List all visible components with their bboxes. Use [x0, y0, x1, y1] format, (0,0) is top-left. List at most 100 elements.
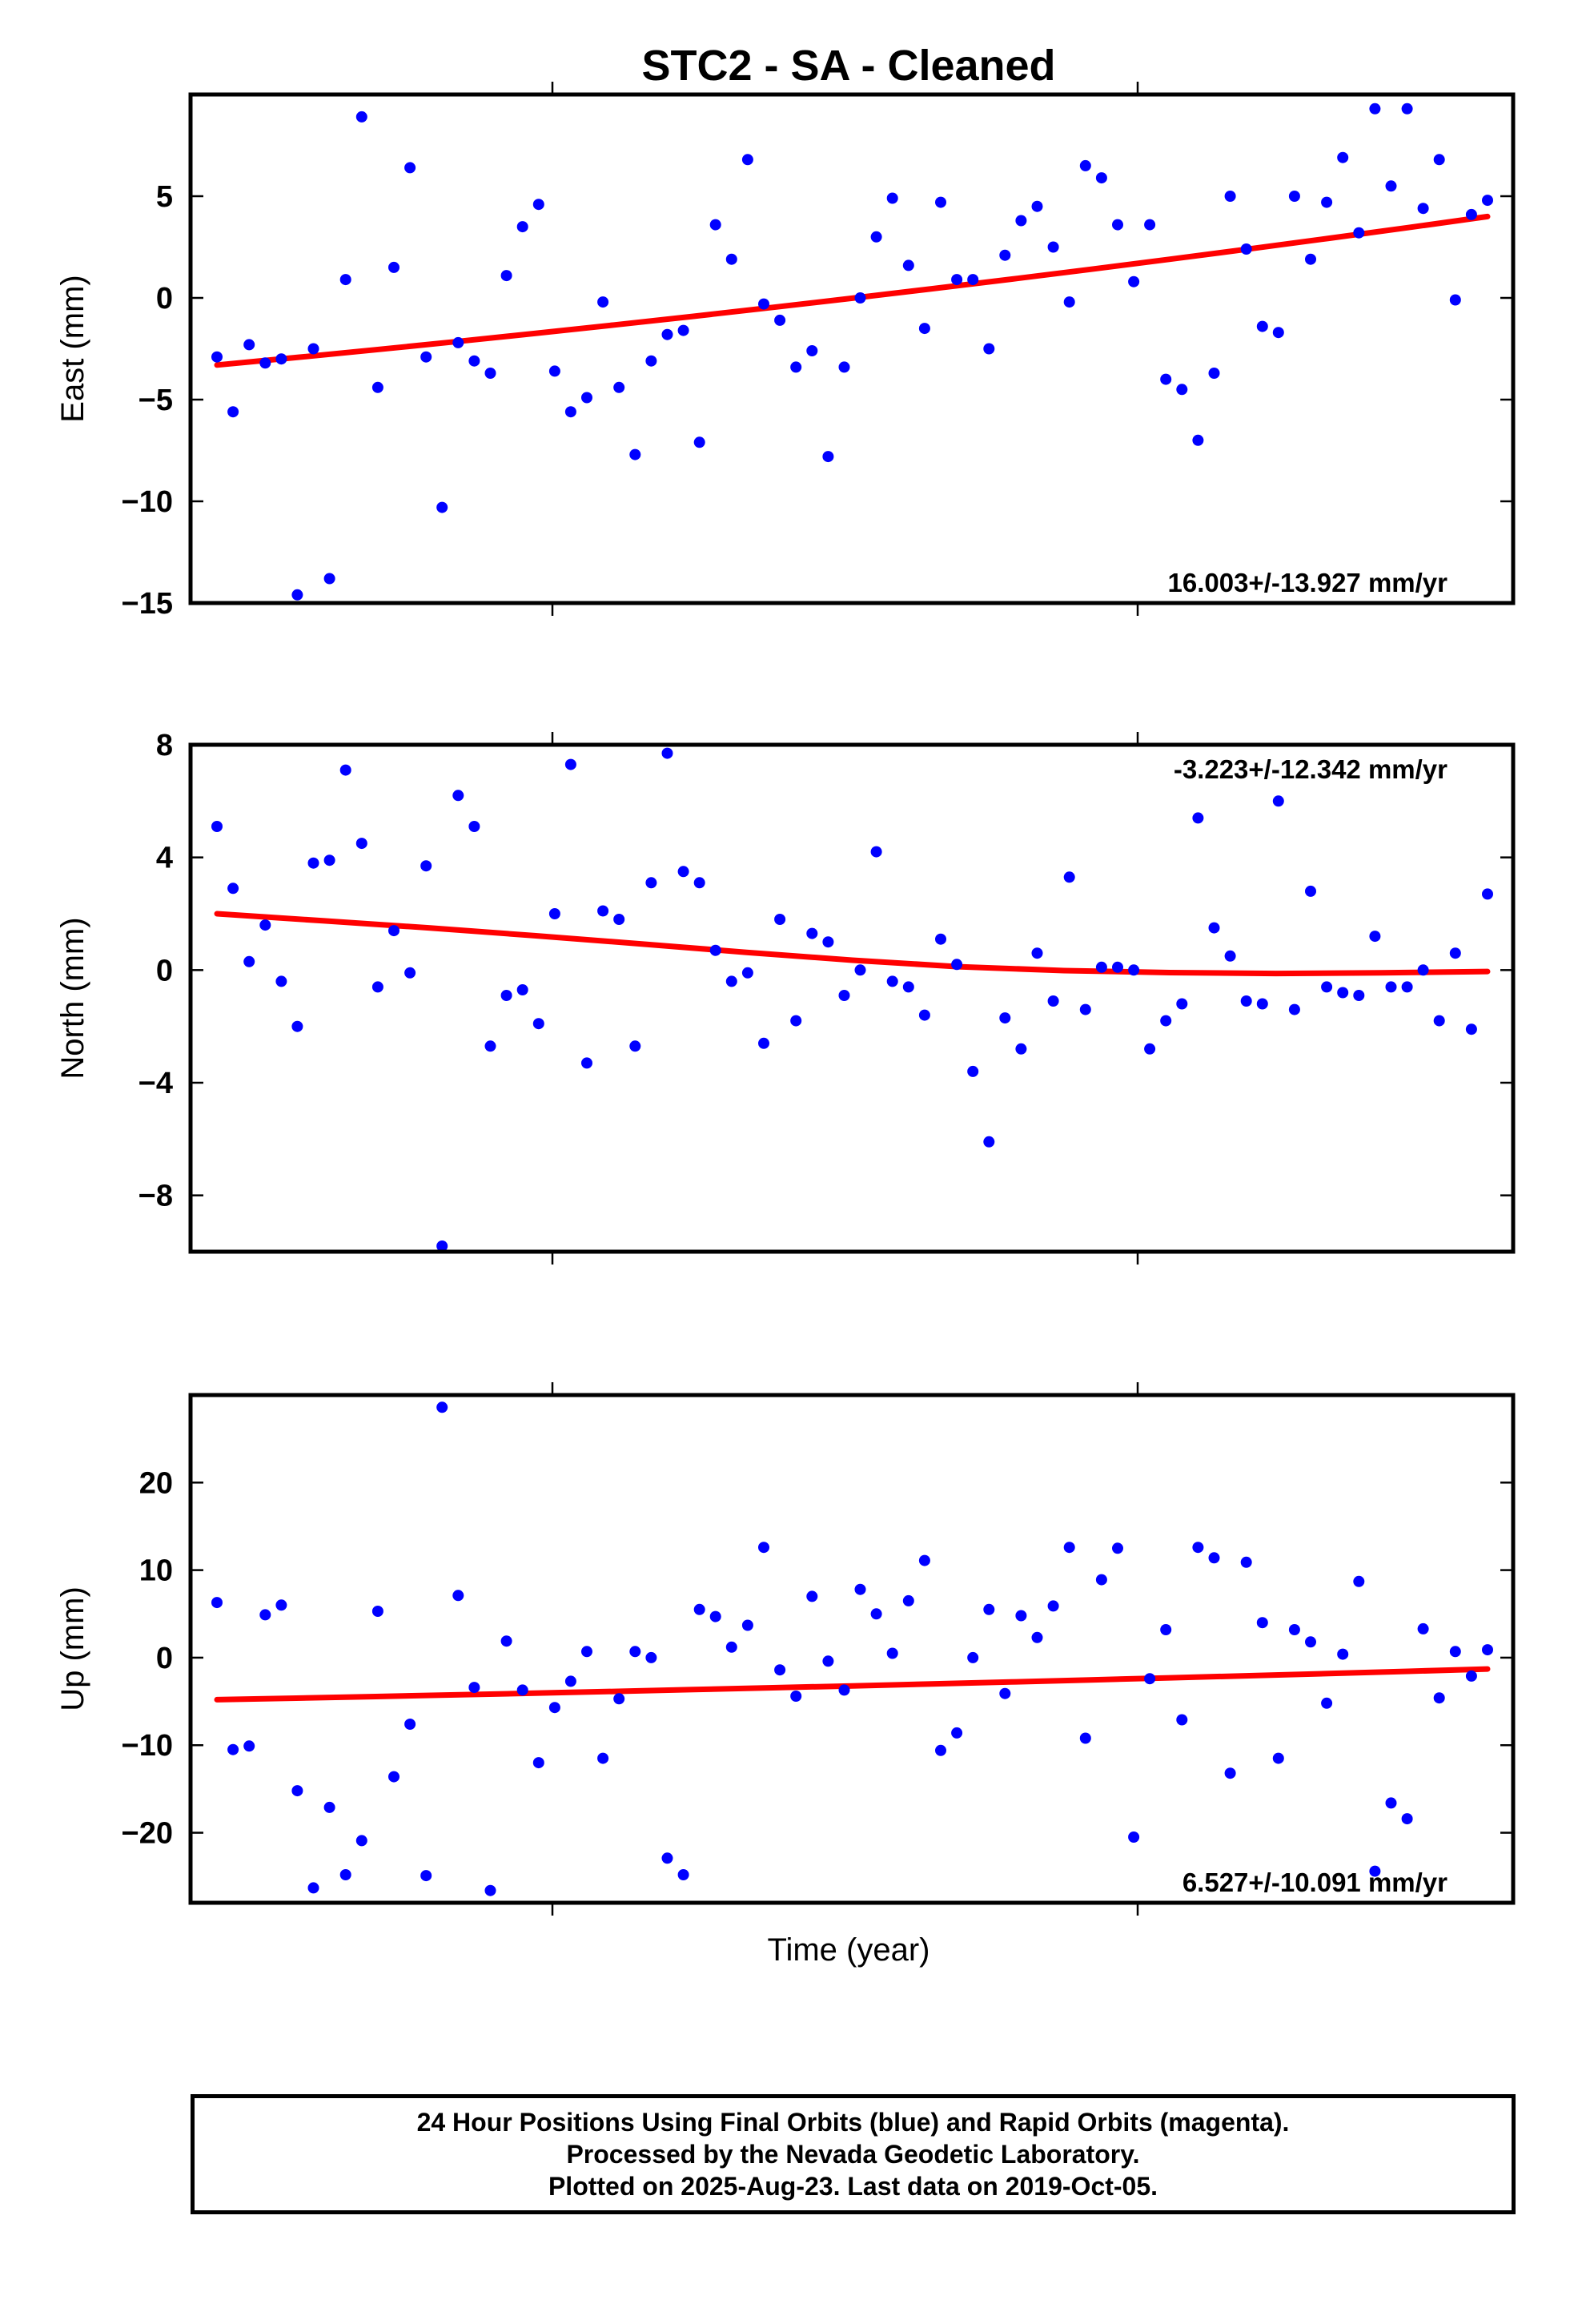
trend-line-east — [214, 213, 1491, 368]
data-point-east — [1321, 196, 1333, 208]
data-point-north — [1288, 1003, 1300, 1015]
y-tick-label-up-4: 20 — [139, 1466, 173, 1500]
data-point-east — [693, 436, 705, 448]
data-point-up — [758, 1542, 769, 1554]
y-tick-label-north-0: −8 — [139, 1180, 173, 1213]
data-point-north — [935, 933, 946, 945]
y-tick-label-up-3: 10 — [139, 1554, 173, 1588]
data-point-east — [307, 343, 319, 355]
data-point-up — [838, 1684, 850, 1696]
data-point-east — [1465, 208, 1477, 220]
data-point-east — [500, 270, 512, 282]
data-point-east — [516, 221, 528, 233]
data-point-north — [1337, 987, 1349, 999]
data-point-east — [452, 336, 464, 348]
data-point-up — [1369, 1865, 1381, 1877]
data-point-up — [967, 1651, 979, 1663]
data-point-up — [436, 1401, 448, 1413]
data-point-east — [758, 298, 769, 310]
data-point-north — [1224, 950, 1236, 962]
data-point-east — [1385, 180, 1397, 192]
info-line-3: Plotted on 2025-Aug-23. Last data on 201… — [548, 2172, 1158, 2201]
data-point-east — [259, 357, 271, 369]
data-point-east — [1482, 195, 1493, 207]
data-point-up — [516, 1684, 528, 1696]
plot-frame-north — [188, 742, 1516, 1254]
data-point-north — [1433, 1015, 1445, 1027]
data-point-up — [404, 1719, 416, 1730]
data-point-east — [323, 573, 335, 585]
data-point-east — [404, 162, 416, 174]
data-point-north — [661, 747, 673, 759]
data-point-east — [983, 343, 995, 355]
data-point-up — [548, 1702, 560, 1714]
data-point-east — [951, 274, 963, 286]
data-point-up — [725, 1641, 737, 1653]
data-point-up — [355, 1835, 367, 1847]
data-point-up — [1385, 1797, 1397, 1809]
data-point-north — [355, 838, 367, 850]
data-point-east — [1417, 203, 1429, 215]
data-point-east — [436, 501, 448, 513]
data-point-up — [1417, 1622, 1429, 1634]
data-point-north — [1079, 1003, 1091, 1015]
panel-east: −15 −10 −5 0 5 East (mm) 16.003+/-13.927 mm/yr — [55, 82, 1516, 621]
data-point-east — [1112, 219, 1123, 231]
data-point-up — [339, 1869, 351, 1880]
data-point-north — [822, 936, 834, 948]
data-point-north — [983, 1136, 995, 1148]
data-point-up — [1449, 1646, 1461, 1658]
data-point-east — [774, 314, 786, 326]
x-axis-label: Time (year) — [768, 1932, 930, 1968]
panel-north: −8 −4 0 4 8 North (mm) -3.223+/-12.342 mm/yr — [55, 729, 1516, 1265]
data-point-up — [243, 1740, 255, 1752]
trend-line-up — [214, 1666, 1491, 1703]
data-point-north — [1256, 998, 1268, 1010]
data-point-up — [709, 1610, 721, 1622]
data-point-north — [339, 764, 351, 776]
data-point-north — [1482, 888, 1493, 900]
data-point-north — [1031, 947, 1043, 959]
data-point-east — [1224, 191, 1236, 202]
data-point-north — [1015, 1043, 1027, 1055]
data-point-north — [1192, 812, 1204, 824]
data-point-north — [420, 860, 432, 872]
data-point-east — [1144, 219, 1156, 231]
data-point-up — [790, 1691, 802, 1702]
data-point-north — [227, 883, 239, 895]
data-point-north — [1401, 981, 1413, 993]
info-box: 24 Hour Positions Using Final Orbits (bl… — [191, 2094, 1516, 2214]
data-point-up — [1353, 1575, 1365, 1587]
data-point-east — [275, 353, 287, 365]
data-point-north — [1449, 947, 1461, 959]
data-point-north — [1208, 922, 1220, 934]
data-point-east — [371, 381, 383, 393]
data-point-east — [1208, 368, 1220, 379]
data-point-east — [291, 589, 303, 601]
data-point-up — [1321, 1697, 1333, 1709]
y-tick-label-up-2: 0 — [156, 1642, 173, 1675]
data-point-up — [935, 1744, 946, 1756]
data-point-north — [951, 959, 963, 971]
data-point-up — [484, 1884, 496, 1896]
y-tick-label-east-3: 0 — [156, 282, 173, 316]
data-point-north — [902, 981, 914, 993]
data-point-up — [291, 1785, 303, 1797]
data-point-east — [967, 274, 979, 286]
data-point-north — [1160, 1015, 1172, 1027]
data-point-north — [1128, 964, 1140, 976]
data-point-north — [1385, 981, 1397, 993]
data-point-up — [822, 1655, 834, 1667]
data-point-east — [1256, 320, 1268, 332]
data-point-north — [758, 1037, 769, 1049]
data-point-east — [645, 355, 657, 367]
data-point-up — [999, 1687, 1011, 1699]
data-point-north — [1112, 961, 1123, 973]
data-point-east — [1353, 227, 1365, 239]
data-point-north — [307, 857, 319, 869]
data-point-up — [1095, 1574, 1107, 1586]
data-point-up — [677, 1869, 689, 1880]
data-point-north — [1272, 795, 1284, 807]
plot-area-east — [211, 103, 1493, 601]
data-point-up — [468, 1682, 480, 1694]
